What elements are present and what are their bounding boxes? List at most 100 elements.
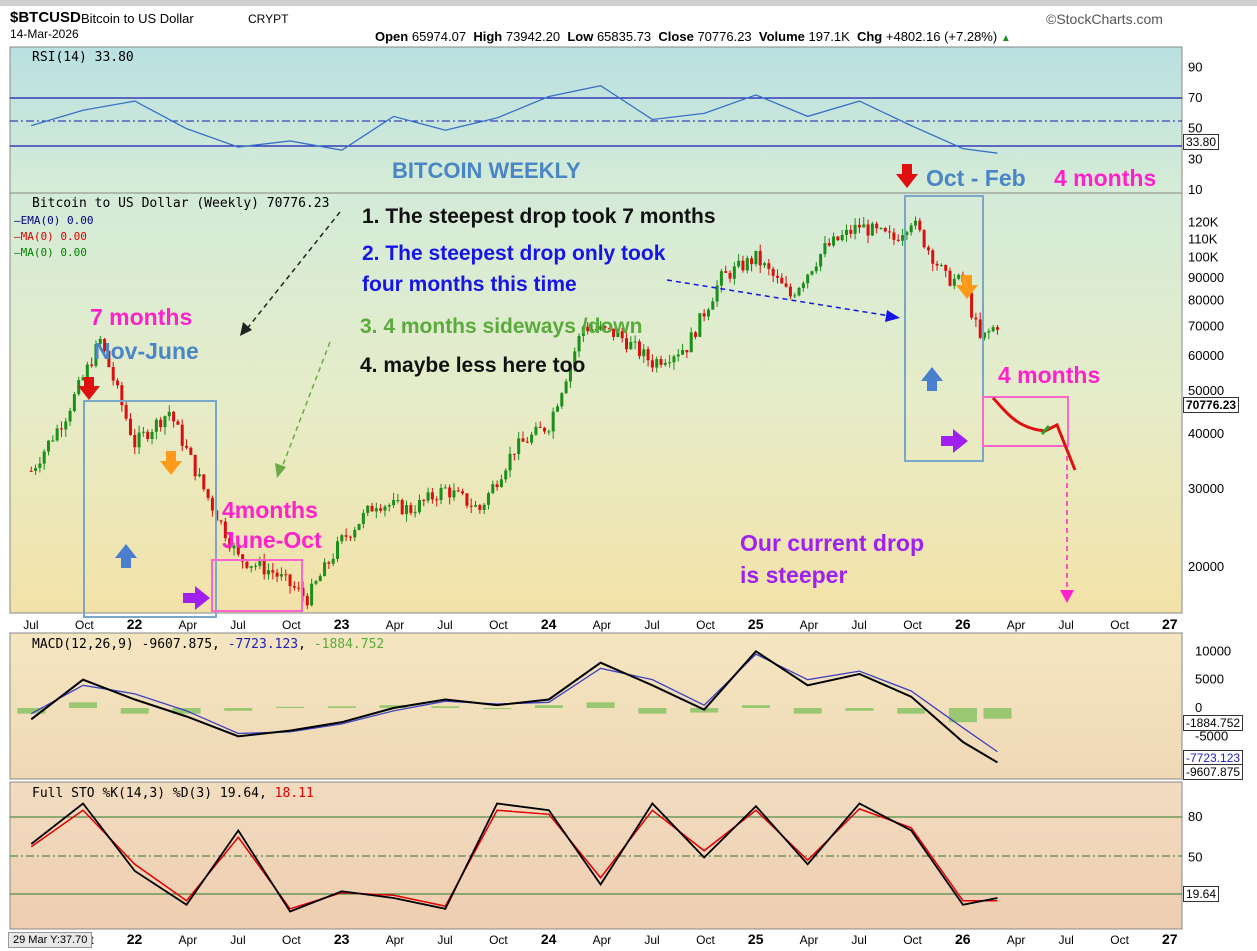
label-7-months: 7 months: [90, 304, 193, 330]
candle-body: [124, 405, 128, 419]
candle-body: [875, 223, 879, 229]
x-tick-label: Apr: [800, 618, 819, 632]
box-june-oct: [211, 559, 303, 612]
candle-body: [555, 406, 559, 412]
candle-body: [34, 467, 38, 471]
candle-body: [85, 364, 89, 378]
candle-body: [685, 350, 689, 353]
macd-histogram-bar: [897, 708, 926, 714]
low-value: 65835.73: [596, 29, 652, 44]
candle-body: [430, 492, 434, 500]
open-value: 65974.07: [411, 29, 467, 44]
candle-body: [866, 224, 870, 236]
rsi-label: RSI(14) 33.80: [32, 50, 134, 65]
candle-body: [879, 227, 883, 229]
x-tick-label: 26: [955, 931, 971, 947]
candle-body: [336, 541, 340, 559]
candle-body: [530, 434, 534, 443]
candle-body: [176, 421, 180, 425]
label-4-months-top: 4 months: [1054, 165, 1157, 191]
candle-body: [254, 565, 258, 567]
purple-right-arrow-icon: [183, 586, 210, 610]
candle-body: [504, 470, 508, 480]
candle-body: [405, 505, 409, 515]
candle-body: [991, 327, 995, 332]
candle-body: [495, 484, 499, 487]
candle-body: [905, 232, 909, 236]
candle-body: [465, 493, 469, 506]
rsi-tick-label: 30: [1188, 151, 1202, 166]
candle-body: [469, 505, 473, 507]
purple-right-arrow-icon: [941, 429, 968, 453]
rsi-panel: [9, 46, 1183, 194]
chg-label: Chg: [856, 29, 883, 44]
x-tick-label: Oct: [1110, 933, 1129, 947]
candle-body: [353, 529, 357, 538]
candle-body: [297, 587, 301, 589]
candle-body: [323, 562, 327, 577]
macd-histogram-bar: [276, 706, 305, 708]
macd-histogram-bar: [17, 708, 46, 714]
candle-body: [72, 394, 76, 411]
candle-body: [832, 236, 836, 246]
x-tick-label: Oct: [75, 618, 94, 632]
price-last-tag: 70776.23: [1183, 397, 1240, 413]
volume-label: Volume: [758, 29, 805, 44]
candle-body: [823, 243, 827, 255]
macd-tick-label: 5000: [1195, 672, 1224, 687]
candle-body: [387, 505, 391, 507]
candle-body: [672, 356, 676, 363]
candle-body: [232, 545, 236, 549]
candle-body: [172, 411, 176, 422]
rsi-tick-label: 10: [1188, 182, 1202, 197]
x-tick-label: Jul: [851, 618, 866, 632]
candle-body: [146, 431, 150, 439]
candle-body: [909, 225, 913, 233]
candle-body: [305, 595, 309, 606]
candle-body: [474, 505, 478, 507]
candle-body: [655, 359, 659, 368]
macd-line-last-tag: -9607.875: [1183, 764, 1244, 780]
box-current: [982, 396, 1069, 447]
x-tick-label: 22: [127, 616, 143, 632]
low-label: Low: [567, 29, 594, 44]
candle-body: [116, 380, 120, 386]
candle-body: [266, 570, 270, 575]
candle-body: [650, 360, 654, 368]
macd-histogram-bar: [741, 705, 770, 708]
x-tick-label: 25: [748, 931, 764, 947]
brand-logo[interactable]: ©StockCharts.com: [1046, 11, 1163, 27]
x-tick-label: Oct: [282, 618, 301, 632]
candle-body: [202, 474, 206, 490]
candle-body: [413, 512, 417, 514]
magenta-arrowhead-icon: [1060, 590, 1074, 603]
candle-body: [590, 328, 594, 332]
x-tick-label: Oct: [1110, 618, 1129, 632]
candle-body: [543, 427, 547, 432]
candle-body: [400, 500, 404, 515]
candle-body: [983, 332, 987, 338]
candle-body: [642, 349, 646, 357]
x-tick-label: Apr: [179, 933, 198, 947]
candle-body: [577, 335, 581, 352]
candle-body: [547, 431, 551, 433]
x-tick-label: Apr: [386, 933, 405, 947]
cursor-readout: 29 Mar Y:37.70: [8, 932, 93, 948]
macd-histogram-bar: [120, 708, 149, 714]
price-label: Bitcoin to US Dollar (Weekly) 70776.23: [32, 196, 330, 211]
candle-body: [780, 277, 784, 284]
price-tick-label: 120K: [1188, 215, 1219, 230]
candle-body: [508, 453, 512, 471]
candle-body: [55, 428, 59, 441]
candle-body: [426, 492, 430, 501]
note-3: 3. 4 months sideways /down: [360, 315, 643, 338]
sto-label: Full STO %K(14,3) %D(3) 19.64, 18.11: [32, 786, 314, 801]
candle-body: [844, 229, 848, 235]
macd-line: [30, 650, 998, 764]
candle-body: [901, 235, 905, 241]
candle-body: [974, 317, 978, 320]
candle-body: [241, 554, 245, 562]
candle-body: [357, 523, 361, 530]
candle-body: [193, 454, 197, 477]
